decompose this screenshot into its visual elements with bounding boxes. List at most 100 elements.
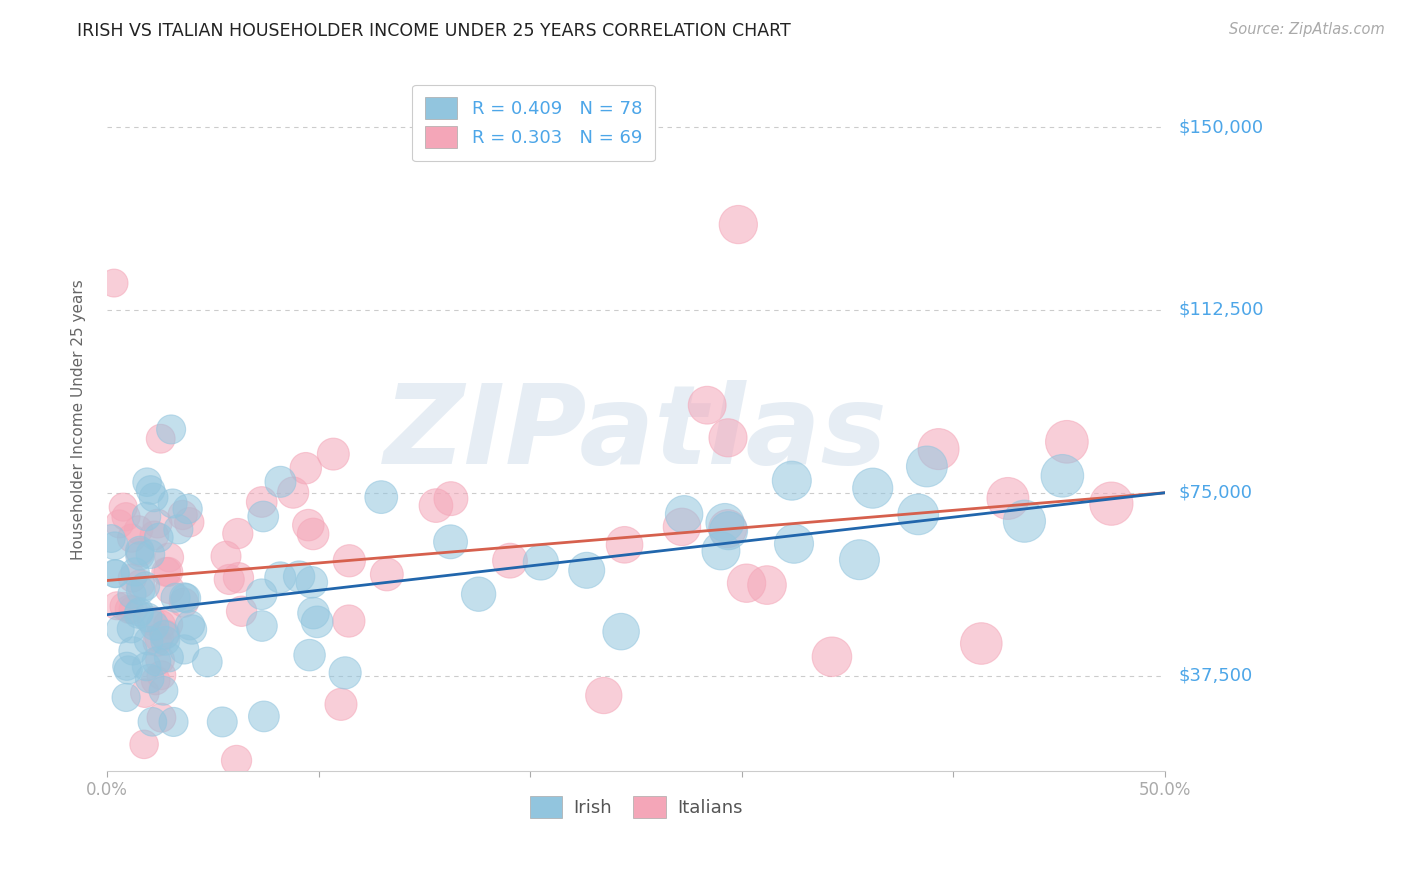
Point: [783, 537, 806, 551]
Point: [499, 554, 522, 568]
Point: [103, 276, 125, 290]
Point: [298, 648, 321, 662]
Point: [173, 591, 195, 605]
Point: [155, 627, 177, 641]
Point: [252, 509, 274, 524]
Point: [143, 528, 166, 542]
Point: [181, 623, 204, 637]
Text: $150,000: $150,000: [1180, 118, 1264, 136]
Point: [104, 566, 127, 581]
Point: [176, 502, 198, 516]
Point: [756, 578, 779, 592]
Point: [157, 617, 180, 632]
Point: [167, 522, 190, 536]
Point: [122, 644, 145, 658]
Point: [179, 515, 201, 529]
Point: [159, 582, 181, 596]
Point: [117, 663, 139, 677]
Point: [710, 544, 733, 558]
Text: IRISH VS ITALIAN HOUSEHOLDER INCOME UNDER 25 YEARS CORRELATION CHART: IRISH VS ITALIAN HOUSEHOLDER INCOME UNDE…: [77, 22, 792, 40]
Point: [100, 532, 122, 546]
Point: [129, 549, 152, 563]
Point: [696, 398, 718, 412]
Point: [128, 605, 150, 619]
Point: [610, 624, 633, 639]
Point: [714, 516, 737, 530]
Point: [118, 602, 141, 616]
Point: [121, 571, 143, 585]
Point: [269, 475, 291, 489]
Point: [173, 596, 195, 610]
Point: [375, 567, 398, 582]
Point: [997, 491, 1019, 506]
Point: [128, 543, 150, 558]
Point: [115, 659, 138, 673]
Point: [150, 618, 173, 632]
Point: [141, 714, 163, 729]
Point: [152, 683, 174, 698]
Point: [136, 610, 159, 624]
Point: [1056, 434, 1078, 449]
Point: [162, 714, 184, 729]
Point: [153, 628, 176, 642]
Text: $112,500: $112,500: [1180, 301, 1264, 319]
Point: [231, 604, 253, 618]
Point: [250, 587, 273, 601]
Point: [135, 509, 157, 524]
Point: [226, 526, 249, 541]
Point: [370, 490, 392, 504]
Text: $75,000: $75,000: [1180, 483, 1253, 501]
Point: [138, 633, 160, 648]
Point: [134, 579, 156, 593]
Point: [150, 711, 173, 725]
Point: [115, 509, 138, 524]
Point: [288, 569, 311, 583]
Point: [613, 538, 636, 552]
Point: [1099, 497, 1122, 511]
Point: [301, 575, 323, 590]
Point: [129, 583, 152, 598]
Point: [108, 516, 131, 531]
Point: [146, 635, 169, 649]
Point: [139, 483, 162, 497]
Point: [302, 527, 325, 541]
Point: [307, 615, 329, 629]
Point: [104, 566, 127, 581]
Point: [717, 431, 740, 445]
Point: [135, 659, 157, 673]
Point: [253, 709, 276, 723]
Point: [333, 665, 356, 680]
Point: [250, 495, 273, 509]
Point: [848, 552, 870, 566]
Point: [673, 508, 696, 522]
Point: [727, 218, 749, 232]
Point: [440, 491, 463, 506]
Point: [155, 565, 177, 579]
Point: [138, 672, 160, 686]
Point: [174, 591, 197, 606]
Point: [821, 649, 844, 664]
Point: [146, 516, 169, 531]
Point: [173, 642, 195, 657]
Point: [302, 606, 325, 620]
Point: [143, 619, 166, 633]
Point: [218, 573, 240, 587]
Y-axis label: Householder Income Under 25 years: Householder Income Under 25 years: [72, 279, 86, 560]
Point: [294, 461, 316, 475]
Point: [907, 508, 929, 522]
Point: [211, 714, 233, 729]
Text: $37,500: $37,500: [1180, 666, 1253, 684]
Point: [970, 636, 993, 650]
Point: [105, 599, 128, 613]
Point: [157, 550, 180, 565]
Point: [250, 619, 273, 633]
Point: [127, 607, 149, 621]
Point: [112, 599, 135, 614]
Point: [195, 655, 218, 669]
Point: [112, 500, 135, 515]
Point: [330, 698, 353, 712]
Point: [122, 603, 145, 617]
Point: [148, 631, 170, 645]
Point: [322, 447, 344, 461]
Point: [717, 524, 740, 538]
